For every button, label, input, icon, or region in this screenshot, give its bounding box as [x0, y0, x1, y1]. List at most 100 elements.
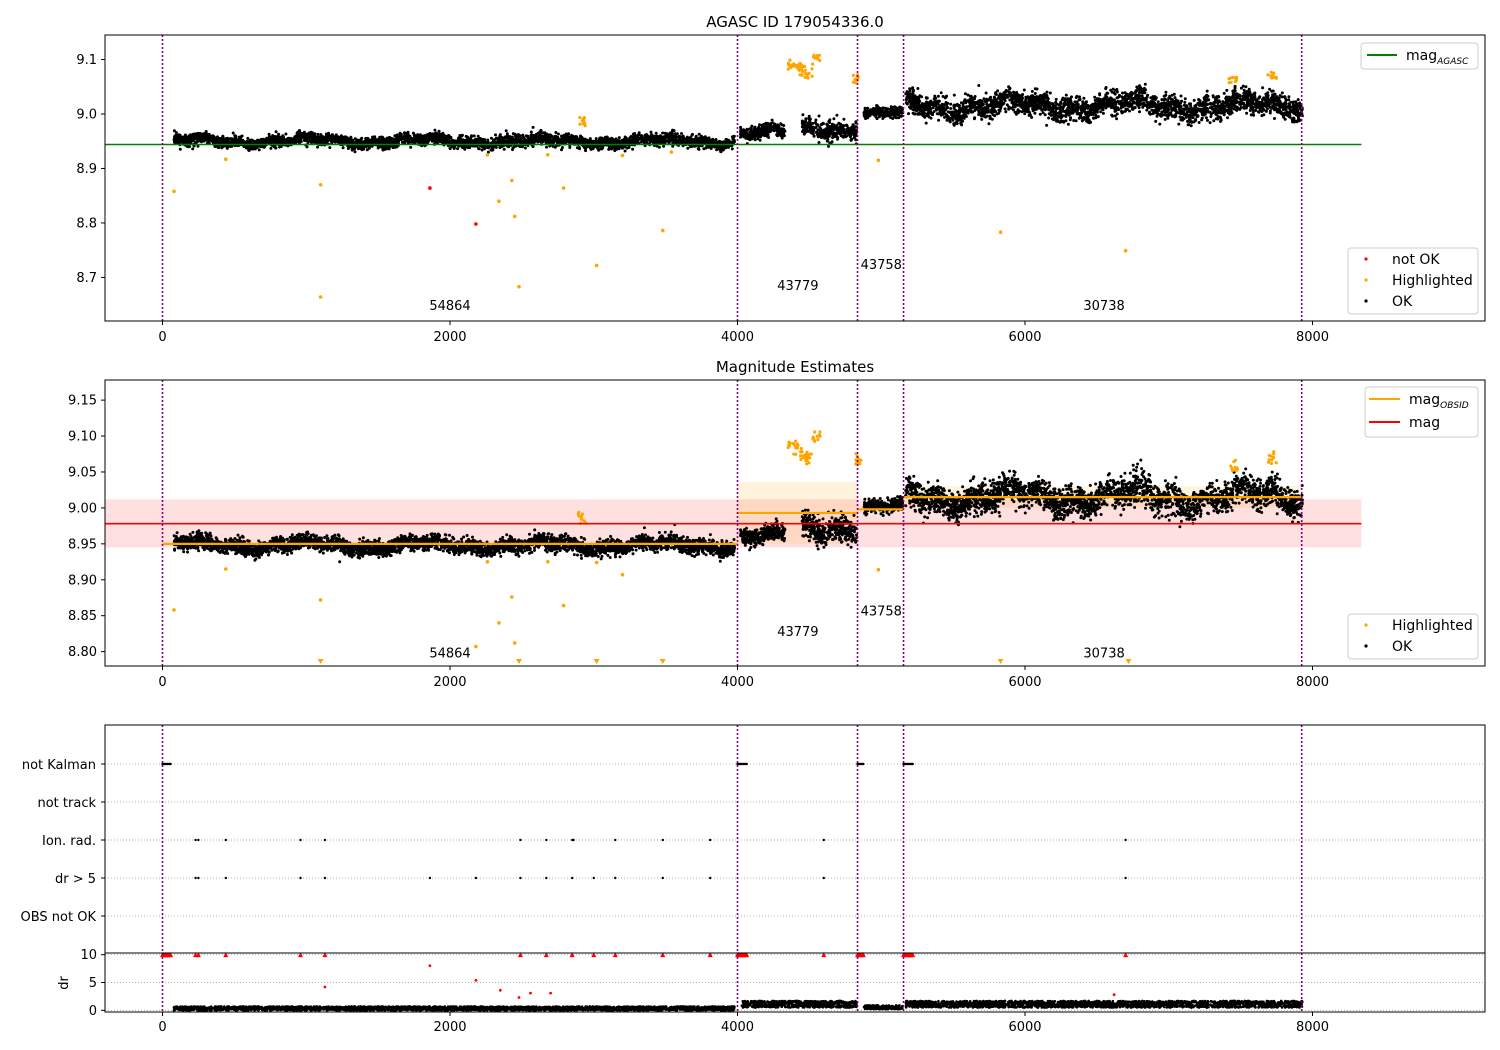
ok-point [707, 136, 711, 140]
ok-point [625, 146, 629, 150]
ok-point [572, 135, 576, 139]
ok-point [758, 123, 761, 127]
ok-point [801, 130, 805, 134]
ok-point [770, 118, 774, 122]
ok-point [804, 117, 808, 121]
ok-point [826, 129, 830, 133]
ok-point [202, 133, 206, 137]
ok-point [541, 137, 545, 141]
ok-point [525, 140, 529, 144]
ok-point [697, 132, 701, 136]
ok-point [1205, 89, 1209, 93]
ok-point [672, 129, 676, 133]
ok-point [474, 138, 478, 142]
ok-point [502, 147, 506, 151]
ok-point [584, 148, 587, 152]
ok-point [890, 105, 894, 109]
ok-point [221, 139, 225, 143]
ok-point [393, 140, 397, 144]
ok-point [279, 145, 283, 148]
ok-point [656, 136, 659, 140]
ok-point [368, 138, 372, 142]
ok-point [194, 140, 197, 144]
ok-point [439, 137, 443, 141]
ok-point [461, 145, 465, 149]
ok-point [529, 133, 533, 137]
ok-point [506, 136, 510, 140]
ok-point [835, 113, 839, 117]
ok-point [565, 137, 568, 141]
ok-point [398, 131, 402, 135]
ok-point [579, 135, 583, 139]
ok-point [1082, 96, 1086, 100]
ok-point [677, 134, 681, 138]
ok-point [511, 132, 515, 136]
ok-point [306, 135, 310, 139]
ok-point [850, 131, 854, 135]
ok-point [567, 135, 571, 139]
ok-point [885, 110, 889, 114]
ok-point [815, 131, 819, 135]
ok-point [866, 116, 870, 120]
ok-point [530, 141, 534, 145]
ok-point [308, 132, 312, 135]
ok-point [862, 111, 866, 115]
ok-point [425, 137, 429, 141]
ok-point [480, 148, 484, 152]
ok-point [472, 134, 476, 138]
ok-point [349, 135, 353, 139]
ok-point [305, 138, 309, 142]
ok-point [937, 118, 941, 122]
ok-point [814, 118, 818, 122]
ok-point [509, 139, 513, 143]
ok-point [836, 137, 839, 141]
ok-point [430, 139, 434, 143]
ok-point [527, 136, 531, 140]
ok-point [191, 133, 195, 137]
ok-point [230, 144, 234, 148]
ok-point [494, 133, 497, 137]
ok-point [644, 138, 648, 142]
ok-point [1004, 110, 1008, 114]
ok-point [529, 130, 533, 134]
ok-point [505, 132, 509, 136]
ok-point [486, 145, 490, 149]
ok-point [560, 134, 563, 138]
ok-point [631, 147, 635, 151]
ok-point [1156, 100, 1160, 104]
ok-point [832, 117, 836, 121]
ok-point [191, 147, 195, 151]
ok-point [265, 136, 269, 140]
ok-point [636, 137, 640, 141]
ok-point [758, 138, 762, 142]
ok-point [842, 130, 846, 134]
ok-point [842, 117, 846, 121]
ok-point [275, 136, 278, 140]
ok-point [359, 137, 363, 141]
ok-point [813, 121, 817, 125]
ok-point [437, 129, 441, 133]
ok-point [585, 138, 589, 142]
ok-point [891, 110, 895, 114]
ok-point [316, 145, 320, 149]
ok-point [407, 136, 411, 140]
ok-point [739, 128, 743, 132]
ok-point [578, 140, 582, 144]
ok-point [409, 140, 413, 144]
ok-point [379, 140, 383, 144]
ok-point [1064, 93, 1068, 97]
ok-point [753, 135, 757, 139]
ok-point [549, 133, 553, 137]
ok-point [1249, 113, 1253, 117]
ok-point [1225, 88, 1229, 92]
ok-point [828, 118, 832, 122]
ok-point [816, 123, 820, 127]
ok-point [323, 138, 327, 142]
ok-point [1183, 100, 1187, 104]
ok-point [757, 125, 761, 129]
ok-point [198, 132, 202, 136]
ok-point [765, 134, 769, 138]
ok-point [481, 137, 485, 141]
ok-point [807, 114, 811, 118]
ok-point [402, 136, 406, 140]
